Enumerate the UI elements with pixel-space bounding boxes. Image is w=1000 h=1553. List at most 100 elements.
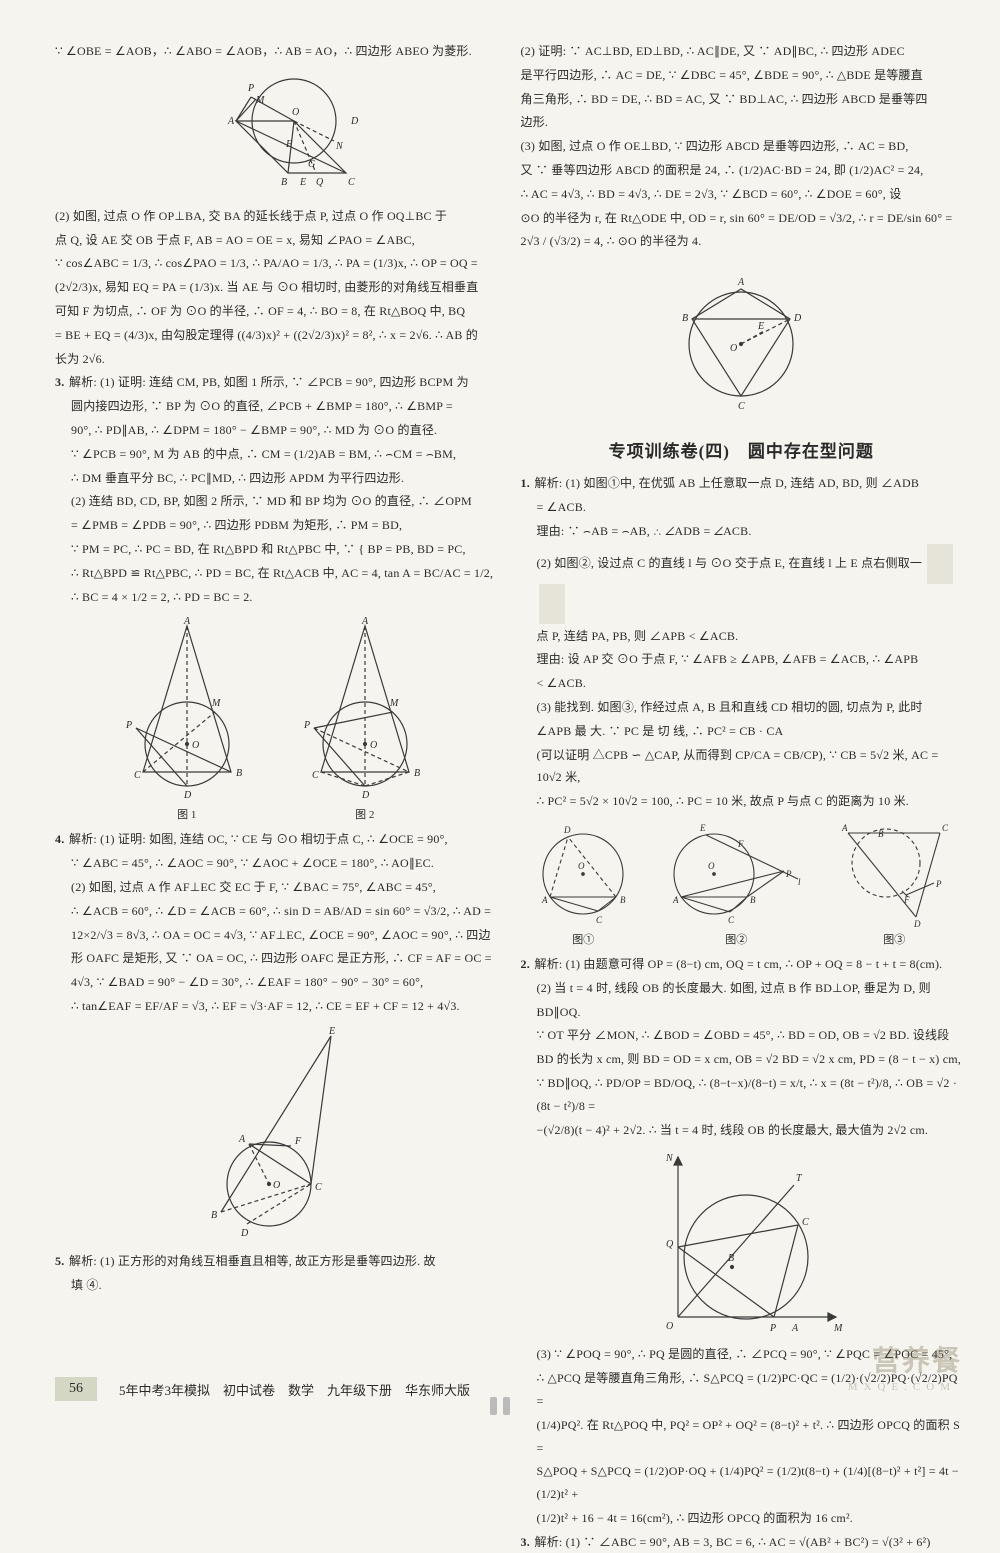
svg-text:E: E <box>299 177 306 188</box>
text-line: 长为 2√6. <box>55 348 497 371</box>
svg-text:F: F <box>903 895 910 905</box>
text-line: (3) 能找到. 如图③, 作经过点 A, B 且和直线 CD 相切的圆, 切点… <box>521 696 963 719</box>
caption-c3: 图③ <box>834 931 954 947</box>
svg-text:O: O <box>292 107 299 118</box>
svg-text:A: A <box>361 616 369 627</box>
text-line: 形 OAFC 是矩形, 又 ∵ OA = OC, ∴ 四边形 OAFC 是正方形… <box>55 947 497 970</box>
svg-text:B: B <box>682 313 688 324</box>
text-line: ∵ ∠ABC = 45°, ∴ ∠AOC = 90°, ∵ ∠AOC + ∠OC… <box>55 852 497 875</box>
text-line: 角三角形, ∴ BD = DE, ∴ BD = AC, 又 ∵ BD⊥AC, ∴… <box>521 88 963 111</box>
text-line: (2) 如图②, 设过点 C 的直线 l 与 ⊙O 交于点 E, 在直线 l 上… <box>521 544 963 624</box>
text-line: 理由: ∵ ⌢AB = ⌢AB, ∴ ∠ADB = ∠ACB. <box>521 520 963 543</box>
svg-text:B: B <box>728 1253 734 1264</box>
s4-problem-2: 2.解析: (1) 由题意可得 OP = (8−t) cm, OQ = t cm… <box>521 953 963 976</box>
svg-text:T: T <box>796 1173 803 1184</box>
svg-text:B: B <box>620 895 626 905</box>
svg-text:B: B <box>281 177 287 188</box>
svg-text:C: C <box>802 1217 809 1228</box>
svg-text:A: A <box>183 616 191 627</box>
svg-text:O: O <box>708 861 715 871</box>
svg-text:O: O <box>273 1180 280 1191</box>
svg-text:D: D <box>793 313 802 324</box>
text-line: (2) 当 t = 4 时, 线段 OB 的长度最大. 如图, 过点 B 作 B… <box>521 977 963 1000</box>
text-line: 圆内接四边形, ∵ BP 为 ⊙O 的直径, ∠PCB + ∠BMP = 180… <box>55 395 497 418</box>
diagram-rhombus-circle: PAO DMF NGB EQC <box>176 69 376 199</box>
text-line: ⊙O 的半径为 r, 在 Rt△ODE 中, OD = r, sin 60° =… <box>521 207 963 230</box>
text-line: BD 的长为 x cm, 则 BD = OD = x cm, OB = √2 B… <box>521 1048 963 1071</box>
svg-text:A: A <box>791 1323 799 1334</box>
diagram-pair-triangles: AMP OBCD 图 1 <box>55 614 497 822</box>
text-line: 点 Q, 设 AE 交 OB 于点 F, AB = AO = OE = x, 易… <box>55 229 497 252</box>
diagram-kite-circle: ABE DOC <box>666 259 816 419</box>
s4-problem-3: 3.解析: (1) ∵ ∠ABC = 90°, AB = 3, BC = 6, … <box>521 1531 963 1553</box>
svg-text:N: N <box>335 141 344 152</box>
right-column: (2) 证明: ∵ AC⊥BD, ED⊥BD, ∴ AC∥DE, 又 ∵ AD∥… <box>521 40 963 1350</box>
svg-text:P: P <box>935 879 942 889</box>
svg-text:P: P <box>769 1323 776 1334</box>
svg-text:A: A <box>841 823 848 833</box>
svg-text:B: B <box>414 768 420 779</box>
text-line: ∵ ∠PCB = 90°, M 为 AB 的中点, ∴ CM = (1/2)AB… <box>55 443 497 466</box>
caption-fig2: 图 2 <box>290 806 440 822</box>
svg-text:E: E <box>757 321 764 332</box>
text-line: ∴ PC² = 5√2 × 10√2 = 100, ∴ PC = 10 米, 故… <box>521 790 963 813</box>
svg-text:O: O <box>578 861 585 871</box>
svg-text:C: C <box>942 823 949 833</box>
svg-text:C: C <box>315 1182 322 1193</box>
svg-text:P: P <box>125 720 132 731</box>
svg-text:D: D <box>240 1228 249 1239</box>
footer-text: 5年中考3年模拟 初中试卷 数学 九年级下册 华东师大版 <box>119 1380 470 1399</box>
text-line: 可知 F 为切点, ∴ OF 为 ⊙O 的半径, ∴ OF = 4, ∴ BO … <box>55 300 497 323</box>
text-line: ∴ tan∠EAF = EF/AF = √3, ∴ EF = √3·AF = 1… <box>55 995 497 1018</box>
svg-text:D: D <box>183 790 192 801</box>
text-line: 2√3 / (√3/2) = 4, ∴ ⊙O 的半径为 4. <box>521 230 963 253</box>
svg-text:Q: Q <box>316 177 324 188</box>
svg-text:P: P <box>303 720 310 731</box>
svg-text:C: C <box>738 401 745 412</box>
svg-text:A: A <box>541 895 548 905</box>
svg-text:O: O <box>666 1321 673 1332</box>
svg-text:D: D <box>350 116 359 127</box>
svg-text:A: A <box>238 1134 246 1145</box>
caption-c1: 图① <box>528 931 638 947</box>
text-line: (2) 连结 BD, CD, BP, 如图 2 所示, ∵ MD 和 BP 均为… <box>55 490 497 513</box>
svg-text:A: A <box>227 116 235 127</box>
svg-text:D: D <box>563 825 571 835</box>
svg-text:G: G <box>308 159 315 170</box>
text-line: ∴ ∠ACB = 60°, ∴ ∠D = ∠ACB = 60°, ∴ sin D… <box>55 900 497 923</box>
section-4-title: 专项训练卷(四) 圆中存在型问题 <box>521 437 963 462</box>
svg-text:D: D <box>913 919 921 929</box>
text-line: (1/2)t² + 16 − 4t = 16(cm²), ∴ 四边形 OPCQ … <box>521 1507 963 1530</box>
text-line: 是平行四边形, ∴ AC = DE, ∵ ∠DBC = 45°, ∠BDE = … <box>521 64 963 87</box>
diagram-axes-circle: NTQ BOP AMC <box>636 1147 846 1337</box>
text-line: 4√3, ∵ ∠BAD = 90° − ∠D = 30°, ∴ ∠EAF = 1… <box>55 971 497 994</box>
text-line: (2) 如图, 过点 A 作 AF⊥EC 交 EC 于 F, ∵ ∠BAC = … <box>55 876 497 899</box>
svg-text:F: F <box>285 139 293 150</box>
problem-4: 4.解析: (1) 证明: 如图, 连结 OC, ∵ CE 与 ⊙O 相切于点 … <box>55 828 497 851</box>
svg-text:Q: Q <box>666 1239 674 1250</box>
svg-text:F: F <box>294 1136 302 1147</box>
svg-text:M: M <box>211 698 221 709</box>
problem-5: 5.解析: (1) 正方形的对角线互相垂直且相等, 故正方形是垂等四边形. 故 <box>55 1250 497 1273</box>
svg-text:B: B <box>211 1210 217 1221</box>
svg-text:M: M <box>389 698 399 709</box>
svg-text:D: D <box>361 790 370 801</box>
svg-text:B: B <box>878 829 884 839</box>
text-line: ∵ OT 平分 ∠MON, ∴ ∠BOD = ∠OBD = 45°, ∴ BD … <box>521 1024 963 1047</box>
text-line: (2) 证明: ∵ AC⊥BD, ED⊥BD, ∴ AC∥DE, 又 ∵ AD∥… <box>521 40 963 63</box>
text-line: 点 P, 连结 PA, PB, 则 ∠APB < ∠ACB. <box>521 625 963 648</box>
text-line: (1/4)PQ². 在 Rt△POQ 中, PQ² = OP² + OQ² = … <box>521 1414 963 1460</box>
text-line: −(√2/8)(t − 4)² + 2√2. ∴ 当 t = 4 时, 线段 O… <box>521 1119 963 1142</box>
svg-text:C: C <box>348 177 355 188</box>
text-line: = ∠ACB. <box>521 496 963 519</box>
svg-text:O: O <box>370 740 377 751</box>
svg-text:P: P <box>247 83 254 94</box>
text-line: 又 ∵ 垂等四边形 ABCD 的面积是 24, ∴ (1/2)AC·BD = 2… <box>521 159 963 182</box>
text-line: 边形. <box>521 111 963 134</box>
text-line: ∠APB 最 大. ∵ PC 是 切 线, ∴ PC² = CB · CA <box>521 720 963 743</box>
svg-text:N: N <box>665 1153 674 1164</box>
page-number: 56 <box>55 1377 97 1401</box>
text-line: ∴ Rt△BPD ≌ Rt△PBC, ∴ PD = BC, 在 Rt△ACB 中… <box>55 562 497 585</box>
text-line: = ∠PMB = ∠PDB = 90°, ∴ 四边形 PDBM 为矩形, ∴ P… <box>55 514 497 537</box>
svg-text:F: F <box>737 839 744 849</box>
